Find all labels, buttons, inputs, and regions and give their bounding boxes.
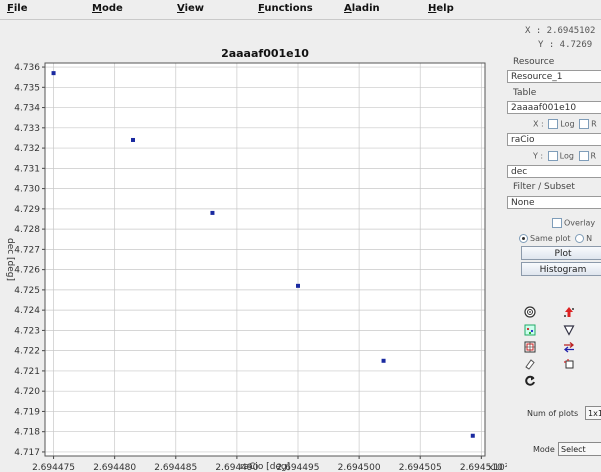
y-tick-label: 4.718 [14, 428, 40, 438]
y-tick-label: 4.726 [14, 266, 40, 276]
select-points-icon[interactable] [523, 323, 537, 337]
y-tick-label: 4.731 [14, 164, 40, 174]
mode-label: Mode [533, 445, 555, 454]
filter-select[interactable]: None [507, 196, 601, 209]
y-tick-label: 4.729 [14, 205, 40, 215]
x-log-checkbox[interactable] [548, 119, 559, 129]
y-axis-label: Y : [533, 151, 544, 161]
x-tick-label: 2.694505 [399, 463, 442, 472]
table-select[interactable]: 2aaaaf001e10 [507, 101, 601, 114]
data-point [470, 433, 475, 438]
eraser-icon[interactable] [523, 357, 537, 371]
x-log-label: Log [560, 119, 575, 129]
overlay-checkbox[interactable] [552, 218, 562, 228]
arrow-up-red-icon[interactable] [562, 305, 576, 319]
overlay-option: Overlay [550, 218, 595, 228]
cursor-y-readout: Y : 4.7269 [538, 40, 593, 50]
x-axis-label: X : [533, 119, 544, 129]
x-tick-label: 2.694495 [277, 463, 320, 472]
y-tick-label: 4.727 [14, 245, 40, 255]
menu-bar: File Mode View Functions Aladin Help [0, 0, 601, 20]
y-tick-label: 4.734 [14, 104, 40, 114]
data-point [381, 358, 386, 363]
resource-label: Resource [513, 57, 555, 67]
y-tick-label: 4.732 [14, 144, 40, 154]
histogram-button[interactable]: Histogram [521, 262, 601, 276]
filter-triangle-icon[interactable] [562, 323, 576, 337]
x-tick-label: 2.694485 [154, 463, 197, 472]
x-multiplier-label: x10² [488, 463, 507, 472]
x-tick-label: 2.694490 [215, 463, 258, 472]
x-axis-options: X : Log R [533, 119, 597, 129]
num-plots-label: Num of plots [527, 409, 579, 418]
cursor-x-readout: X : 2.6945102 [525, 26, 596, 36]
x-tick-label: 2.694475 [32, 463, 75, 472]
scatter-plot[interactable]: 4.717 4.718 4.719 4.720 4.721 4.722 4.723 4.724… [0, 20, 507, 472]
x-tick-label: 2.694500 [338, 463, 381, 472]
y-tick-label: 4.730 [14, 185, 40, 195]
y-tick-label: 4.736 [14, 63, 40, 73]
y-column-select[interactable]: dec [507, 165, 601, 178]
data-point [51, 71, 56, 76]
x-tick-label: 2.694480 [93, 463, 136, 472]
menu-mode[interactable]: Mode [92, 3, 123, 14]
swap-icon[interactable] [562, 340, 576, 354]
y-tick-label: 4.722 [14, 347, 40, 357]
plot-target-options: Same plot N [517, 234, 592, 243]
mode-select[interactable]: Select [558, 442, 601, 456]
new-plot-radio[interactable] [575, 234, 585, 243]
resource-select[interactable]: Resource_1 [507, 70, 601, 83]
control-panel: X : 2.6945102 Y : 4.7269 Resource Resour… [507, 20, 601, 472]
plot-frame [44, 62, 486, 457]
table-label: Table [513, 88, 537, 98]
data-point [296, 283, 300, 288]
same-plot-label: Same plot [530, 234, 571, 243]
data-point [131, 137, 135, 142]
x-tick-label: 2.694510 [460, 463, 503, 472]
y-tick-label: 4.717 [14, 448, 40, 458]
plot-border [44, 62, 486, 457]
menu-view[interactable]: View [177, 3, 205, 14]
y-r-label: R [590, 151, 597, 161]
chart-title: 2aaaaf001e10 [221, 47, 309, 60]
y-log-label: Log [559, 151, 574, 161]
y-axis-options: Y : Log R [533, 151, 596, 161]
y-r-checkbox[interactable] [578, 151, 589, 161]
target-icon[interactable] [523, 305, 537, 319]
menu-functions[interactable]: Functions [258, 3, 313, 14]
overlay-label: Overlay [564, 218, 596, 228]
y-tick-label: 4.721 [14, 367, 40, 377]
y-tick-label: 4.735 [14, 83, 40, 93]
x-r-checkbox[interactable] [579, 119, 590, 129]
y-tick-label: 4.728 [14, 225, 40, 235]
filter-label: Filter / Subset [513, 182, 575, 192]
x-axis-title: raCio [deg] [240, 462, 290, 472]
refresh-icon[interactable] [523, 374, 537, 388]
plot-button[interactable]: Plot [521, 246, 601, 260]
menu-file[interactable]: File [7, 3, 28, 14]
y-tick-label: 4.719 [14, 407, 40, 417]
crop-icon[interactable] [523, 340, 537, 354]
y-tick-label: 4.724 [14, 306, 40, 316]
y-tick-label: 4.720 [14, 387, 40, 397]
y-tick-label: 4.723 [14, 326, 40, 336]
menu-aladin[interactable]: Aladin [344, 3, 380, 14]
y-tick-label: 4.733 [14, 124, 40, 134]
same-plot-radio[interactable] [519, 234, 528, 243]
data-point [210, 210, 215, 215]
menu-help[interactable]: Help [428, 3, 454, 14]
new-plot-label: N [586, 234, 593, 243]
frame-icon[interactable] [562, 357, 576, 371]
y-axis-title: dec [deg] [5, 238, 15, 281]
y-tick-label: 4.725 [14, 286, 40, 296]
x-r-label: R [591, 119, 597, 129]
num-plots-select[interactable]: 1x1 [585, 406, 601, 420]
y-log-checkbox[interactable] [547, 151, 558, 161]
plot-area[interactable]: 4.717 4.718 4.719 4.720 4.721 4.722 4.723 4.724… [0, 20, 507, 472]
x-column-select[interactable]: raCio [507, 133, 601, 146]
